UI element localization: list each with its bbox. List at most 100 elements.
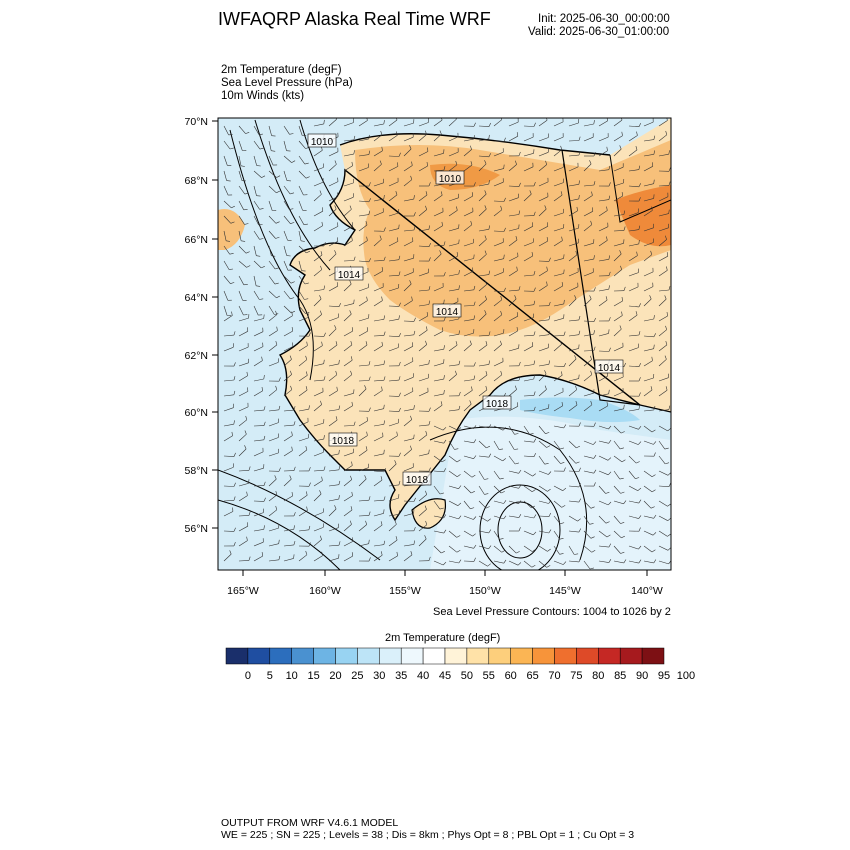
wind-barb <box>223 485 235 487</box>
wind-barb-flag <box>500 205 503 210</box>
wind-barb <box>643 166 653 172</box>
wind-barb <box>433 133 442 142</box>
wind-barb <box>268 362 279 367</box>
wind-barb-flag <box>334 205 337 210</box>
wind-barb <box>328 305 340 307</box>
wind-barb <box>493 361 504 367</box>
wind-barb-flag <box>441 551 445 554</box>
wind-barb-flag <box>638 527 641 532</box>
wind-barb-flag <box>353 150 355 155</box>
isobar-label: 1014 <box>598 363 621 374</box>
wind-barb <box>328 317 339 322</box>
wind-barb-flag <box>229 550 232 555</box>
wind-barb-flag <box>638 392 641 397</box>
wind-barb <box>403 500 415 502</box>
wind-barb <box>358 317 369 322</box>
wind-barb <box>613 328 622 337</box>
wind-barb-flag <box>338 465 341 470</box>
wind-barb-flag <box>665 235 667 240</box>
wind-barb-flag <box>395 191 398 195</box>
wind-barb <box>328 469 339 472</box>
wind-barb-flag <box>289 133 294 135</box>
wind-barb <box>493 140 505 142</box>
wind-barb <box>313 298 322 307</box>
wind-barb-flag <box>229 147 234 150</box>
wind-barb-flag <box>336 386 338 391</box>
wind-barb-flag <box>488 180 490 185</box>
wind-barb-flag <box>578 180 580 185</box>
wind-barb-flag <box>426 312 428 317</box>
wind-barb <box>283 140 287 151</box>
wind-barb-flag <box>321 551 323 556</box>
wind-barb-flag <box>638 559 642 564</box>
wind-barb <box>643 198 654 202</box>
wind-barb-flag <box>263 497 266 502</box>
wind-barb-flag <box>293 406 296 411</box>
wind-barb-flag <box>619 250 622 255</box>
wind-barb-flag <box>593 441 597 445</box>
wind-barb <box>598 210 608 217</box>
wind-barb <box>388 194 398 202</box>
wind-barb-flag <box>305 176 310 179</box>
wind-barb <box>463 485 472 494</box>
wind-barb <box>403 438 414 442</box>
wind-barb <box>388 484 399 487</box>
wind-barb-flag <box>516 266 518 271</box>
wind-barb <box>313 555 323 562</box>
wind-barb <box>403 272 414 277</box>
wind-barb <box>268 344 278 352</box>
wind-barb <box>628 440 639 445</box>
wind-barb <box>253 185 257 196</box>
wind-barb <box>388 212 399 217</box>
wind-barb <box>358 420 368 427</box>
southcentral-cool-zone <box>520 397 640 423</box>
wind-barb <box>553 344 562 352</box>
wind-barb <box>298 290 305 300</box>
wind-barb-flag <box>456 206 458 211</box>
wind-barb-flag <box>428 407 431 412</box>
wind-barb-flag <box>473 135 475 140</box>
colorbar-swatch <box>598 647 621 665</box>
wind-barb <box>253 512 264 517</box>
wind-barb-flag <box>473 362 476 367</box>
wind-barb-flag <box>638 122 641 127</box>
wind-barb <box>478 560 488 567</box>
wind-barb <box>508 380 520 382</box>
wind-barb <box>403 408 414 412</box>
wind-barb-flag <box>516 326 518 332</box>
wind-barb <box>343 122 354 127</box>
wind-barb-flag <box>439 250 442 255</box>
wind-barb <box>373 453 384 457</box>
wind-barb-flag <box>291 491 293 497</box>
wind-barb <box>418 134 427 142</box>
wind-barb-flag <box>410 551 413 555</box>
wind-barb-flag <box>394 460 397 465</box>
wind-barb-flag <box>576 445 581 449</box>
wind-barb <box>373 379 385 382</box>
wind-barb-flag <box>652 162 654 167</box>
wind-barb <box>223 260 230 270</box>
wind-barb-flag <box>487 563 491 567</box>
wind-barb-flag <box>457 502 462 506</box>
wind-barb <box>343 359 353 367</box>
wind-barb-flag <box>263 435 266 440</box>
wind-barb-flag <box>649 295 652 300</box>
wind-barb-flag <box>638 515 642 519</box>
wind-barb <box>298 345 308 352</box>
wind-barb <box>433 253 442 262</box>
wind-barb-flag <box>575 401 578 406</box>
wind-barb-flag <box>667 533 671 537</box>
wind-barb <box>418 330 428 337</box>
wind-barb <box>298 529 309 532</box>
wind-barb <box>388 514 399 517</box>
wind-barb-flag <box>473 544 477 549</box>
wind-barb <box>538 470 549 475</box>
wind-barb-flag <box>499 538 504 540</box>
wind-barb <box>283 185 291 195</box>
wind-barb <box>298 510 308 517</box>
wind-barb <box>598 500 609 506</box>
wind-barb-flag <box>458 360 461 365</box>
wind-barb <box>643 210 653 217</box>
wind-barb <box>373 300 383 307</box>
